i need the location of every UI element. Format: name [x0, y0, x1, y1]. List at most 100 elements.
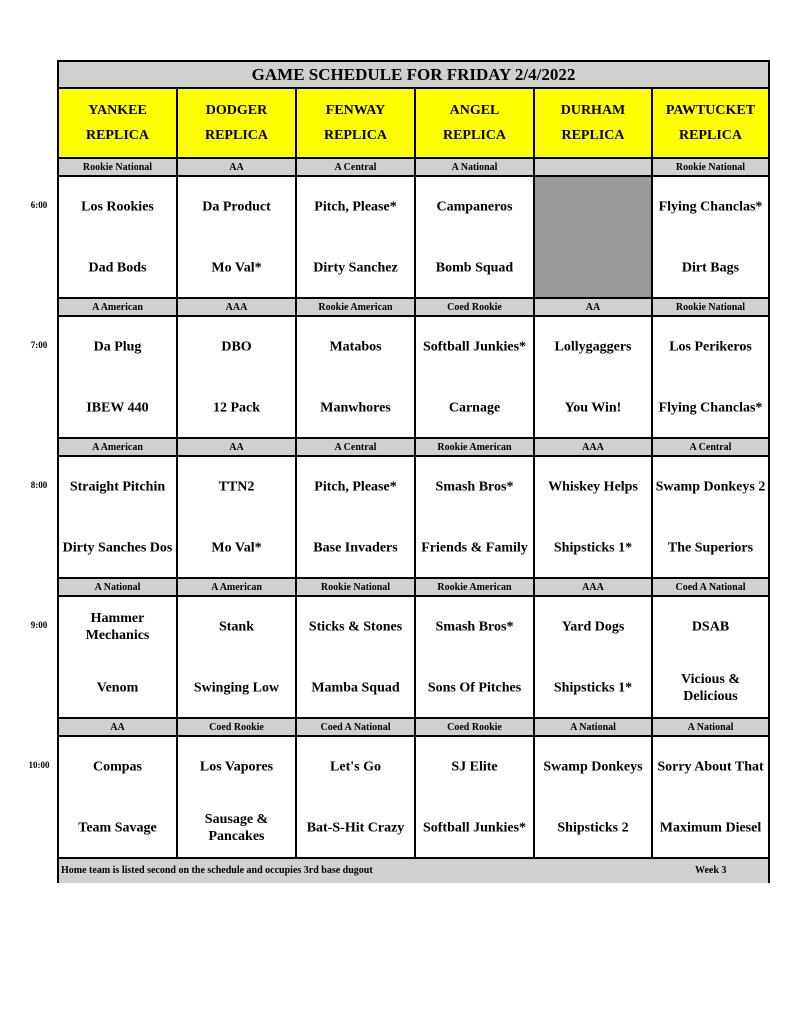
time-label: 9:00 [30, 620, 48, 630]
division-label: A National [59, 579, 178, 597]
field-name: YANKEE [88, 102, 147, 118]
field-header: FENWAY REPLICA [297, 89, 416, 159]
game-cell: Swamp Donkeys Shipsticks 2 [535, 737, 653, 859]
away-team: DBO [221, 339, 252, 355]
home-team: Vicious & Delicious [681, 672, 740, 704]
division-label: A American [59, 299, 178, 317]
away-team: Pitch, Please* [314, 199, 397, 215]
field-header: DURHAM REPLICA [535, 89, 653, 159]
division-label: AAA [535, 439, 653, 457]
division-label: Coed Rookie [416, 299, 535, 317]
home-team: The Superiors [667, 540, 754, 556]
away-team: Hammer Mechanics [85, 611, 150, 643]
division-label: A Central [297, 159, 416, 177]
home-team: Shipsticks 1* [553, 680, 633, 696]
away-team: Yard Dogs [561, 619, 625, 635]
division-label: A National [535, 719, 653, 737]
schedule-title: GAME SCHEDULE FOR FRIDAY 2/4/2022 [59, 62, 768, 89]
game-cell: Stank Swinging Low [178, 597, 297, 719]
home-team: You Win! [564, 400, 622, 416]
field-header: DODGER REPLICA [178, 89, 297, 159]
home-team: Mo Val* [211, 540, 262, 556]
footer: Home team is listed second on the schedu… [59, 859, 768, 883]
division-label: AAA [178, 299, 297, 317]
home-team: Shipsticks 2 [557, 820, 629, 836]
away-team: Sticks & Stones [308, 619, 403, 635]
away-team: Campaneros [436, 199, 513, 215]
home-team: Sons Of Pitches [427, 680, 522, 696]
home-team: Base Invaders [313, 540, 398, 556]
away-team: Swamp Donkeys [543, 759, 643, 775]
game-cell: DBO 12 Pack [178, 317, 297, 439]
field-name: ANGEL [449, 102, 500, 118]
division-label: Rookie National [297, 579, 416, 597]
away-team: Smash Bros* [435, 479, 514, 495]
away-team: Matabos [329, 339, 382, 355]
division-label: Coed Rookie [416, 719, 535, 737]
game-cell: Los Perikeros Flying Chanclas* [653, 317, 770, 439]
home-team: Dirt Bags [681, 260, 740, 276]
field-sub: REPLICA [442, 127, 506, 143]
away-team: TTN2 [218, 479, 255, 495]
home-team: Bat-S-Hit Crazy [306, 820, 405, 836]
game-cell: Swamp Donkeys 2 The Superiors [653, 457, 770, 579]
division-label: AA [178, 159, 297, 177]
field-sub: REPLICA [561, 127, 625, 143]
division-label: A Central [297, 439, 416, 457]
field-sub: REPLICA [323, 127, 387, 143]
away-team: Lollygaggers [554, 339, 632, 355]
division-label: A Central [653, 439, 770, 457]
field-name: PAWTUCKET [665, 102, 756, 118]
division-label: A National [653, 719, 770, 737]
field-name: DODGER [205, 102, 268, 118]
division-label: Rookie National [59, 159, 178, 177]
game-cell: Sticks & Stones Mamba Squad [297, 597, 416, 719]
division-label: Coed A National [653, 579, 770, 597]
footer-note: Home team is listed second on the schedu… [61, 865, 373, 876]
home-team: Team Savage [78, 820, 157, 836]
game-cell: Los Vapores Sausage & Pancakes [178, 737, 297, 859]
home-team: Carnage [448, 400, 501, 416]
division-label: A National [416, 159, 535, 177]
field-sub: REPLICA [85, 127, 149, 143]
away-team: DSAB [691, 619, 730, 635]
away-team: Smash Bros* [435, 619, 514, 635]
home-team: IBEW 440 [86, 400, 149, 416]
home-team: Mo Val* [211, 260, 262, 276]
division-label: AA [59, 719, 178, 737]
away-team: Da Product [202, 199, 271, 215]
time-label: 7:00 [30, 340, 48, 350]
home-team: 12 Pack [212, 400, 261, 416]
home-team: Dirty Sanches Dos [62, 540, 173, 556]
away-team: Flying Chanclas* [658, 199, 763, 215]
division-label [535, 159, 653, 177]
game-cell: Smash Bros* Sons Of Pitches [416, 597, 535, 719]
home-team: Mamba Squad [311, 680, 400, 696]
game-cell: SJ Elite Softball Junkies* [416, 737, 535, 859]
home-team: Manwhores [320, 400, 391, 416]
game-cell: Whiskey Helps Shipsticks 1* [535, 457, 653, 579]
home-team: Flying Chanclas* [658, 400, 763, 416]
division-label: Rookie National [653, 299, 770, 317]
schedule-table: GAME SCHEDULE FOR FRIDAY 2/4/2022 Home t… [57, 60, 770, 883]
week-label: Week 3 [695, 865, 727, 876]
game-cell: Flying Chanclas* Dirt Bags [653, 177, 770, 299]
home-team: Friends & Family [421, 540, 528, 556]
home-team: Swinging Low [193, 680, 280, 696]
game-cell: Campaneros Bomb Squad [416, 177, 535, 299]
game-cell: Hammer Mechanics Venom [59, 597, 178, 719]
home-team: Bomb Squad [435, 260, 514, 276]
game-cell: Straight Pitchin Dirty Sanches Dos [59, 457, 178, 579]
game-cell: Da Plug IBEW 440 [59, 317, 178, 439]
away-team: Swamp Donkeys 2 [655, 479, 766, 495]
game-cell: Pitch, Please* Base Invaders [297, 457, 416, 579]
time-label: 6:00 [30, 200, 48, 210]
division-label: A American [59, 439, 178, 457]
game-cell: Softball Junkies* Carnage [416, 317, 535, 439]
game-cell: Compas Team Savage [59, 737, 178, 859]
away-team: Compas [92, 759, 142, 775]
home-team: Sausage & Pancakes [204, 812, 269, 844]
home-team: Maximum Diesel [659, 820, 762, 836]
game-cell: Matabos Manwhores [297, 317, 416, 439]
division-label: Rookie American [297, 299, 416, 317]
